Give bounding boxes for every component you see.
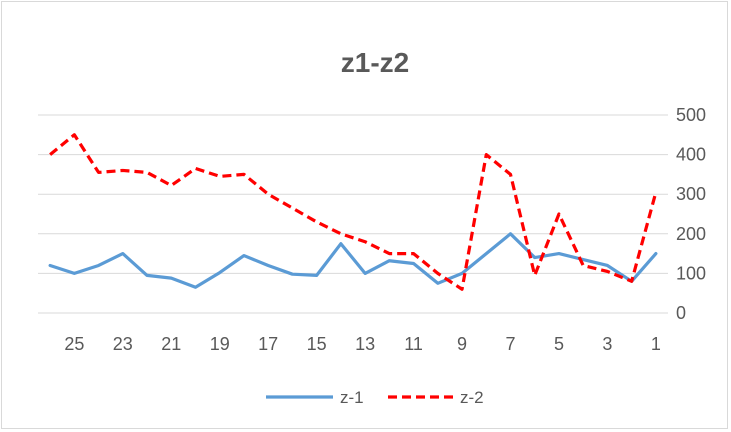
x-tick-label: 13 xyxy=(355,334,375,354)
chart-title: z1-z2 xyxy=(341,47,409,78)
y-axis-ticks: 0 100 200 300 400 500 xyxy=(676,105,706,323)
gridlines xyxy=(38,114,668,314)
y-tick-label: 0 xyxy=(676,303,686,323)
series-line-z-2 xyxy=(49,133,658,291)
x-tick-label: 25 xyxy=(64,334,84,354)
x-tick-label: 21 xyxy=(161,334,181,354)
x-tick-label: 19 xyxy=(210,334,230,354)
series-lines xyxy=(48,133,658,291)
y-tick-label: 200 xyxy=(676,224,706,244)
y-tick-label: 400 xyxy=(676,145,706,165)
series-line-z-1 xyxy=(48,232,658,289)
y-tick-label: 500 xyxy=(676,105,706,125)
y-tick-label: 300 xyxy=(676,184,706,204)
x-axis-ticks: 25 23 21 19 17 15 13 11 9 7 5 3 1 xyxy=(64,334,661,354)
x-tick-label: 7 xyxy=(505,334,515,354)
x-tick-label: 9 xyxy=(457,334,467,354)
x-tick-label: 5 xyxy=(554,334,564,354)
legend-label-z-2: z-2 xyxy=(460,388,484,407)
x-tick-label: 3 xyxy=(602,334,612,354)
x-tick-label: 11 xyxy=(404,334,423,354)
x-tick-label: 15 xyxy=(307,334,327,354)
x-tick-label: 1 xyxy=(651,334,661,354)
y-tick-label: 100 xyxy=(676,263,706,283)
legend: z-1 z-2 xyxy=(266,388,484,407)
x-tick-label: 17 xyxy=(258,334,278,354)
x-tick-label: 23 xyxy=(113,334,133,354)
legend-label-z-1: z-1 xyxy=(340,388,364,407)
